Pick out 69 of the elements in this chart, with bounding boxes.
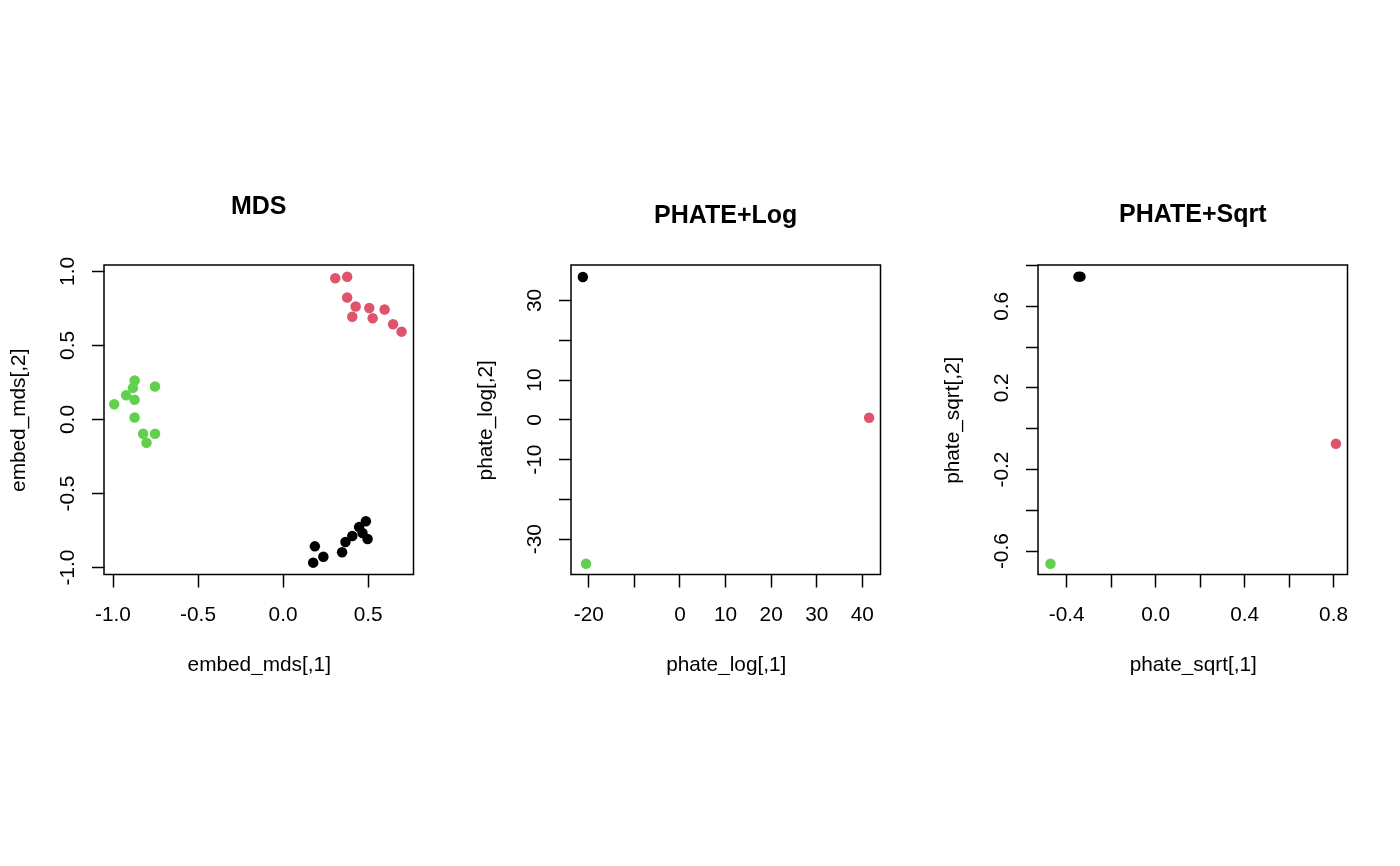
point [129,412,140,423]
point [1330,438,1342,449]
point [364,302,375,314]
point [863,412,875,423]
point [149,381,161,392]
point [347,311,358,323]
y-tick-label: -10 [521,444,545,475]
x-tick-label: 0.5 [353,601,383,625]
point [577,271,589,283]
y-tick-label: -0.5 [54,475,78,512]
x-tick-label: 40 [850,601,874,625]
point [387,319,399,330]
x-tick-label: 0 [674,601,686,625]
y-tick-label: -30 [521,524,545,555]
point [350,301,361,312]
point [367,313,378,324]
point [1045,558,1056,569]
x-tick-label: 0.0 [1141,601,1171,625]
x-tick-label: 10 [714,601,738,625]
x-tick-label: 20 [759,601,783,625]
point [149,428,161,440]
point [396,326,407,337]
x-tick-label: 30 [805,601,829,625]
x-tick-label: -20 [573,601,604,625]
point [127,382,139,394]
y-tick-label: 0.0 [54,405,78,434]
chart-title: PHATE+Sqrt [1119,198,1268,227]
point [360,515,372,527]
y-tick-label: 30 [521,288,545,313]
x-tick-label: -0.5 [180,601,216,625]
y-axis-title: phate_log[,2] [473,360,497,481]
y-tick-label: 0.2 [988,373,1012,403]
y-tick-label: 0 [521,414,545,426]
x-axis-title: embed_mds[,1] [187,652,331,676]
chart-title: MDS [230,190,287,219]
y-axis-title: phate_sqrt[,2] [940,356,964,484]
point [129,394,140,405]
point [580,558,592,569]
y-tick-label: 10 [521,368,545,392]
point [340,536,351,548]
point [307,557,319,568]
point [318,551,329,562]
point [137,428,149,440]
x-tick-label: -1.0 [95,601,131,625]
y-tick-label: -0.6 [988,533,1012,570]
y-tick-label: 0.6 [988,291,1012,321]
point [341,271,353,283]
chart-title: PHATE+Log [654,199,798,228]
point [336,547,348,558]
y-tick-label: 1.0 [54,256,78,286]
x-axis-title: phate_sqrt[,1] [1129,652,1257,676]
point [108,398,120,410]
point [347,530,358,542]
x-tick-label: 0.8 [1319,601,1349,625]
y-axis-title: embed_mds[,2] [6,348,30,492]
point [309,541,321,552]
point [362,533,373,545]
point [330,273,341,284]
x-tick-label: 0.0 [268,601,298,625]
point [379,304,390,315]
x-tick-label: -0.4 [1048,601,1085,625]
point [141,437,152,448]
y-tick-label: 0.5 [54,331,78,360]
x-tick-label: 0.4 [1230,601,1260,625]
x-axis-title: phate_log[,1] [666,652,787,676]
point [120,390,132,401]
point [341,292,353,303]
y-tick-label: -1.0 [54,549,78,586]
y-tick-label: -0.2 [988,451,1012,488]
